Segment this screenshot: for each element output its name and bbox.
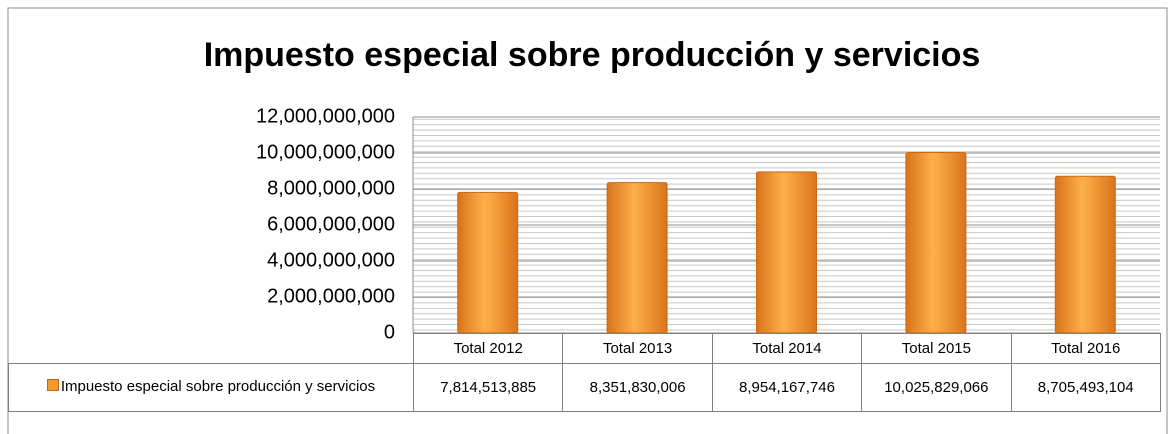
legend-label: Impuesto especial sobre producción y ser… (60, 378, 376, 395)
bar (1054, 175, 1116, 334)
corner (9, 334, 414, 364)
x-tick-label: Total 2014 (711, 333, 863, 364)
x-tick-label: Total 2015 (861, 333, 1012, 364)
x-tick-label: Total 2016 (1010, 333, 1161, 364)
bar (606, 182, 668, 334)
y-tick-label: 4,000,000,000 (267, 249, 395, 271)
value-label: 8,954,167,746 (711, 362, 863, 412)
value-label: 8,351,830,006 (562, 362, 713, 412)
value-label: 7,814,513,885 (412, 362, 564, 412)
legend-marker (46, 379, 59, 391)
value-label: 8,705,493,104 (1010, 362, 1161, 412)
y-tick-label: 10,000,000,000 (256, 141, 395, 163)
y-tick-label: 2,000,000,000 (267, 285, 395, 307)
y-tick-label: 8,000,000,000 (267, 177, 395, 199)
bar (756, 171, 817, 334)
y-tick-label: 6,000,000,000 (267, 213, 395, 235)
bar (457, 191, 519, 334)
data-table: Total 2012 Total 2013 Total 2014 Total 2015… (8, 333, 1161, 412)
y-tick-label: 12,000,000,000 (256, 105, 395, 127)
chart-title: Impuesto especial sobre producción y ser… (204, 36, 981, 74)
legend-cell: Impuesto especial sobre producción y ser… (8, 362, 414, 412)
x-tick-label: Total 2013 (562, 333, 713, 364)
x-tick-label: Total 2012 (412, 333, 564, 364)
y-tick-label: 0 (384, 321, 395, 343)
bar (905, 152, 967, 334)
value-label: 10,025,829,066 (861, 362, 1012, 412)
